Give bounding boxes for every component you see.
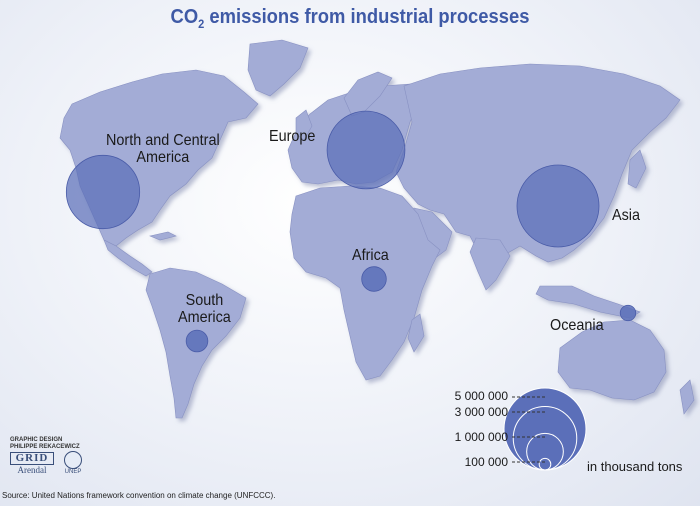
region-label-africa: Africa bbox=[352, 247, 389, 264]
source-note: Source: United Nations framework convent… bbox=[2, 491, 276, 500]
emission-bubble-oceania bbox=[619, 304, 637, 322]
new-zealand-shape bbox=[679, 379, 695, 415]
asia-shape bbox=[395, 63, 681, 265]
japan-shape bbox=[627, 149, 647, 189]
madagascar-shape bbox=[407, 313, 425, 353]
caribbean-shape bbox=[148, 231, 177, 241]
greenland-shape bbox=[247, 39, 309, 97]
legend-value-100000: 100 000 bbox=[464, 455, 508, 469]
region-label-line: Oceania bbox=[550, 317, 604, 334]
credit-line-1: GRAPHIC DESIGN bbox=[10, 437, 63, 443]
legend-value-1000000: 1 000 000 bbox=[454, 430, 508, 444]
legend-circle-100000 bbox=[538, 457, 552, 471]
region-label-south-america: South America bbox=[178, 292, 231, 326]
region-label-asia: Asia bbox=[612, 207, 640, 224]
emission-bubble-north-central-america bbox=[65, 154, 141, 230]
grid-logo-bottom: Arendal bbox=[17, 465, 47, 475]
title-prefix: CO bbox=[170, 6, 199, 28]
region-label-north-central-america: North and Central America bbox=[106, 132, 220, 166]
unep-emblem-icon bbox=[64, 451, 82, 469]
credit-line-2: PHILIPPE REKACEWICZ bbox=[10, 444, 80, 450]
map-title: CO2 emissions from industrial processes bbox=[28, 6, 672, 31]
legend-value-3000000: 3 000 000 bbox=[454, 405, 508, 419]
grid-arendal-logo: GRID Arendal bbox=[10, 452, 54, 475]
central-america-shape bbox=[103, 239, 153, 277]
region-label-line: Africa bbox=[352, 247, 389, 264]
unep-logo-text: UNEP bbox=[64, 469, 82, 475]
india-shape bbox=[469, 237, 511, 291]
legend-value-5000000: 5 000 000 bbox=[454, 389, 508, 403]
emission-bubble-europe bbox=[326, 110, 406, 190]
british-isles-shape bbox=[295, 109, 313, 141]
grid-logo-top: GRID bbox=[10, 452, 54, 465]
legend-unit-label: in thousand tons bbox=[587, 459, 683, 474]
region-label-line: North and Central bbox=[106, 132, 220, 149]
region-label-europe: Europe bbox=[269, 128, 315, 145]
region-label-oceania: Oceania bbox=[550, 317, 604, 334]
title-suffix: emissions from industrial processes bbox=[204, 6, 530, 28]
region-label-line: Asia bbox=[612, 207, 641, 224]
region-label-line: South bbox=[185, 292, 224, 309]
design-credit: GRAPHIC DESIGN PHILIPPE REKACEWICZ bbox=[10, 437, 80, 451]
title-subscript: 2 bbox=[198, 17, 205, 31]
region-label-line: Europe bbox=[269, 128, 316, 145]
emission-bubble-south-america bbox=[185, 329, 209, 353]
australia-shape bbox=[557, 319, 667, 401]
region-label-line: America bbox=[136, 149, 190, 166]
emission-bubble-asia bbox=[516, 164, 600, 248]
region-label-line: America bbox=[178, 309, 231, 326]
legend-circle-5000000 bbox=[503, 387, 587, 471]
emission-bubble-africa bbox=[361, 266, 387, 292]
unep-logo: UNEP bbox=[62, 451, 84, 475]
